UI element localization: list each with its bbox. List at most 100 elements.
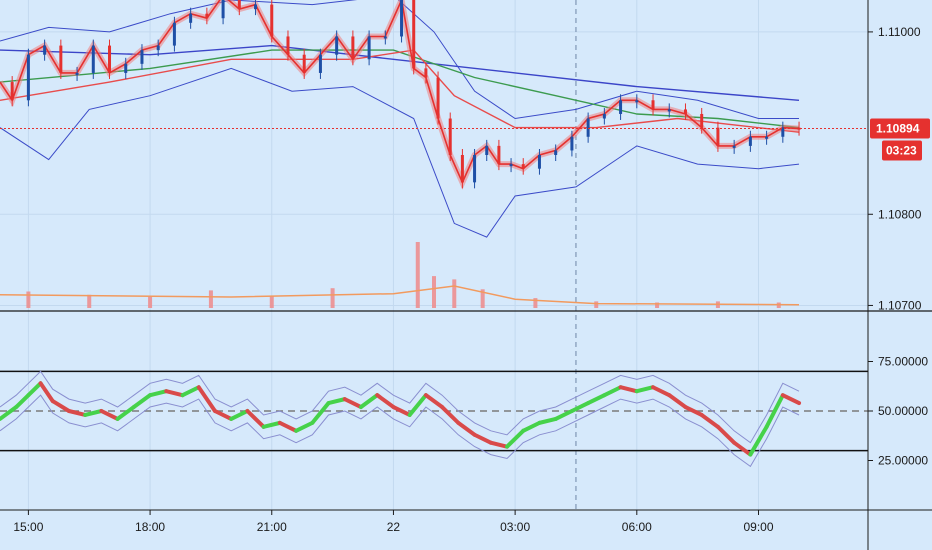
oscillator-segment [569, 401, 591, 413]
oscillator-segment [164, 389, 185, 398]
candle-body [570, 136, 574, 151]
candle-body [59, 45, 63, 73]
oscillator-segment [26, 381, 43, 398]
volume-panel [0, 242, 800, 308]
oscillator-panel [0, 310, 932, 468]
candle-body [412, 0, 416, 69]
candle-body [509, 164, 513, 167]
candle-body [189, 13, 193, 23]
moving-average-line [0, 44, 800, 101]
oscillator-tick-label: 25.00000 [878, 454, 928, 468]
candle-body [797, 127, 801, 130]
oscillator-segment [294, 420, 315, 433]
price-series [0, 0, 868, 190]
oscillator-segment [99, 409, 120, 421]
time-tick-label: 21:00 [257, 520, 287, 534]
oscillator-segment [537, 416, 558, 425]
candle-body [108, 45, 112, 73]
oscillator-segment [699, 412, 720, 429]
last-price-label: 1.10894 [876, 122, 920, 136]
time-tick-label: 22 [387, 520, 401, 534]
oscillator-segment [456, 420, 477, 437]
candle-body [270, 4, 274, 37]
volume-bar [148, 297, 153, 308]
candle-body [521, 164, 525, 169]
time-tick-label: 09:00 [743, 520, 773, 534]
candle-body [254, 4, 258, 10]
oscillator-segment [115, 405, 136, 421]
oscillator-segment [715, 424, 737, 445]
candle-body [473, 155, 477, 183]
time-tick-label: 15:00 [13, 520, 43, 534]
candle-body [485, 145, 489, 155]
candle-body [26, 54, 30, 101]
oscillator-segment [148, 389, 169, 398]
oscillator-segment [277, 420, 299, 433]
oscillator-segment [229, 409, 250, 421]
oscillator-segment [602, 385, 623, 398]
bollinger-lower [0, 67, 800, 238]
candle-body [124, 63, 128, 73]
price-badges: 1.10894 03:23 [870, 118, 930, 161]
candle-body [221, 0, 225, 19]
candle-body [302, 54, 306, 73]
volume-ma-line [0, 285, 800, 306]
oscillator-segment [212, 409, 234, 421]
oscillator-segment [521, 420, 542, 433]
oscillator-tick-label: 75.00000 [878, 355, 928, 369]
oscillator-segment [634, 385, 656, 394]
oscillator-tick-label: 50.00000 [878, 404, 928, 418]
candle-body [424, 68, 428, 78]
candle-body [716, 127, 720, 146]
oscillator-segment [651, 385, 672, 398]
volume-bar [87, 294, 92, 308]
oscillator-segment [553, 409, 574, 421]
candle-body [765, 136, 769, 139]
oscillator-segment [83, 409, 104, 417]
candle-body [140, 50, 144, 64]
time-tick-label: 18:00 [135, 520, 165, 534]
volume-bar [208, 290, 213, 308]
candle-body [351, 36, 355, 60]
time-tick-label: 03:00 [500, 520, 530, 534]
oscillator-segment [0, 405, 19, 421]
oscillator-segment [505, 428, 526, 449]
oscillator-segment [423, 393, 445, 410]
volume-bar [452, 279, 457, 308]
oscillator-upper-envelope [0, 370, 800, 444]
last-price-badge [870, 118, 930, 139]
price-tick-label: 1.10800 [878, 207, 922, 221]
candle-body [383, 36, 387, 39]
candle-body [748, 136, 752, 146]
candle-body [497, 145, 501, 165]
oscillator-segment [131, 393, 153, 410]
oscillator-segment [667, 393, 688, 410]
candle-body [635, 100, 639, 103]
oscillator-segment [50, 399, 71, 413]
candle-body [554, 150, 558, 155]
candle-body [683, 109, 687, 114]
moving-average-line [0, 49, 800, 133]
candle-body [732, 145, 736, 148]
candle-body [237, 0, 241, 10]
oscillator-segment [391, 405, 412, 417]
candle-body [367, 36, 371, 60]
candle-body [537, 155, 541, 169]
candle-body [602, 113, 606, 119]
oscillator-segment [358, 393, 380, 410]
price-tick-label: 1.10700 [878, 298, 922, 312]
candle-body [10, 82, 14, 101]
candle-body [286, 36, 290, 55]
volume-bar [432, 276, 436, 308]
oscillator-segment [14, 393, 31, 410]
candle-body [448, 118, 452, 155]
volume-bar [533, 298, 538, 308]
bar-countdown-badge [882, 140, 922, 161]
candle-body [651, 100, 655, 110]
candle-body [75, 72, 79, 75]
candle-body [700, 113, 704, 128]
oscillator-segment [488, 440, 510, 449]
